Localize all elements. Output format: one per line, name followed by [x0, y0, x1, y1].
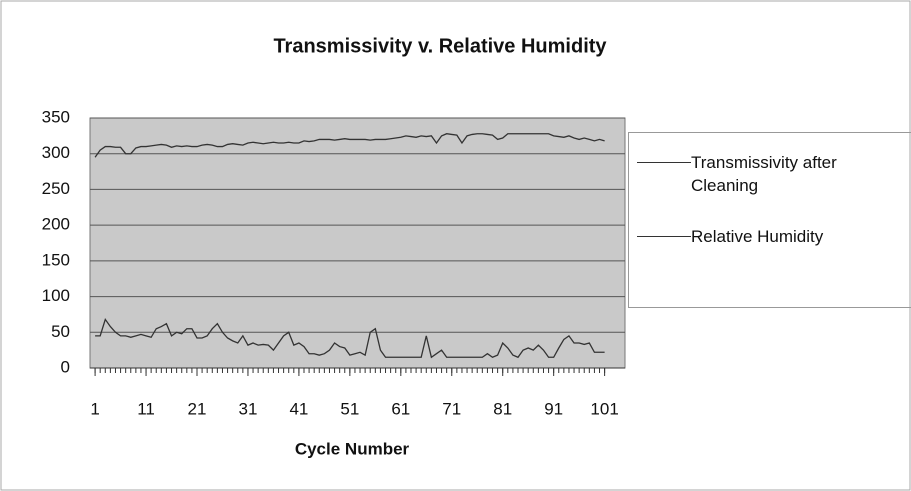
y-tick-label: 50 — [51, 322, 70, 341]
x-axis-label: Cycle Number — [295, 439, 410, 458]
y-tick-label: 350 — [42, 107, 70, 126]
x-tick-label: 51 — [340, 399, 359, 418]
x-tick-label: 21 — [188, 399, 207, 418]
x-tick-label: 31 — [238, 399, 257, 418]
x-tick-label: 101 — [590, 399, 618, 418]
y-tick-label: 300 — [42, 143, 70, 162]
x-tick-label: 1 — [90, 399, 99, 418]
chart-title: Transmissivity v. Relative Humidity — [273, 35, 607, 57]
y-tick-label: 200 — [42, 215, 70, 234]
y-tick-label: 100 — [42, 286, 70, 305]
x-tick-label: 71 — [442, 399, 461, 418]
legend-label: Transmissivity after Cleaning — [691, 153, 837, 195]
legend-label: Relative Humidity — [691, 227, 824, 246]
series-line — [94, 133, 605, 158]
x-tick-label: 91 — [544, 399, 563, 418]
y-tick-label: 250 — [42, 179, 70, 198]
legend-swatch — [637, 162, 691, 163]
legend-swatch — [637, 236, 691, 237]
plot-area — [89, 117, 626, 369]
x-tick-label: 11 — [137, 399, 155, 418]
x-tick-label: 81 — [493, 399, 512, 418]
legend-entry: Relative Humidity — [637, 225, 901, 248]
legend: Transmissivity after Cleaning Relative Hu… — [628, 132, 911, 308]
x-tick-label: 61 — [391, 399, 410, 418]
y-tick-label: 0 — [61, 357, 70, 376]
x-tick-label: 41 — [289, 399, 308, 418]
y-tick-label: 150 — [42, 250, 70, 269]
series-line — [95, 317, 605, 359]
legend-entry: Transmissivity after Cleaning — [637, 151, 901, 197]
